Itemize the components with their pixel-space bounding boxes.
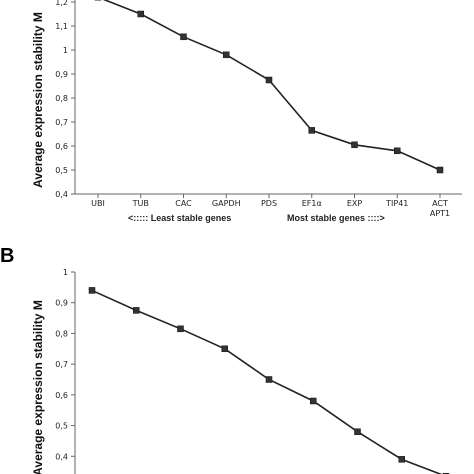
panel-b-point-6 <box>354 428 361 435</box>
panel-a-y-tick-label-4: 0,8 <box>55 94 68 103</box>
panel-a-point-1 <box>137 10 144 18</box>
panel-b-y-tick-label-1: 0,5 <box>55 422 68 431</box>
panel-a-x-tick-label-2: CAC <box>175 199 192 208</box>
panel-b-y-tick-label-2: 0,6 <box>55 391 68 400</box>
panel-a-y-tick-label-7: 1,1 <box>55 22 68 31</box>
panel-a-x-tick-label-4: PDS <box>261 199 277 208</box>
panel-a-point-6 <box>351 141 358 149</box>
panel-b-point-1 <box>133 307 140 314</box>
panel-b-point-5 <box>310 397 317 405</box>
panel-b-y-tick-label-0: 0,4 <box>55 452 68 461</box>
panel-a-y-tick-label-0: 0,4 <box>55 190 68 199</box>
panel-a-point-3 <box>223 51 230 59</box>
panel-a-y-tick-label-3: 0,7 <box>55 118 68 127</box>
panel-b: B Average expression stability M 0,40,50… <box>0 245 450 474</box>
panel-a-x-tick-label-0: UBI <box>91 199 105 208</box>
panel-b-point-3 <box>221 345 228 353</box>
panel-a-point-7 <box>394 147 401 155</box>
panel-a-y-tick-label-1: 0,5 <box>55 166 68 175</box>
panel-a-point-8 <box>436 166 444 174</box>
panel-a-series-line <box>102 0 441 171</box>
panel-a-x-tick-label-5: EF1α <box>302 199 322 208</box>
panel-a-point-2 <box>180 33 187 41</box>
panel-b-y-tick-label-5: 0,9 <box>55 299 68 308</box>
panel-a-point-4 <box>265 76 273 84</box>
panel-a-x-tick-label-6: EXP <box>347 199 363 208</box>
panel-a-point-5 <box>308 127 315 134</box>
panel-b-point-2 <box>177 325 184 333</box>
panel-a-y-tick-label-8: 1,2 <box>55 0 68 7</box>
panel-a-x-tick-sublabel-8: APT1 <box>430 209 450 218</box>
panel-b-points <box>88 287 450 474</box>
panel-b-point-0 <box>88 287 96 294</box>
annotation-least-stable: <::::: Least stable genes <box>128 213 231 223</box>
panel-a-y-tick-label-6: 1 <box>63 46 68 55</box>
panel-a-y-tick-label-5: 0,9 <box>55 70 68 79</box>
annotation-most-stable: Most stable genes ::::> <box>287 213 385 223</box>
panel-b-y-tick-label-6: 1 <box>63 268 68 277</box>
panel-a-y-tick-label-2: 0,6 <box>55 142 68 151</box>
panel-b-point-4 <box>265 376 273 383</box>
panel-a-x-tick-label-3: GAPDH <box>212 199 241 208</box>
panel-a-y-axis-label: Average expression stability M <box>31 12 45 188</box>
panel-a: Average expression stability M 0,4 0,5 0,6… <box>31 0 462 223</box>
panel-b-y-tick-label-3: 0,7 <box>55 360 68 369</box>
panel-a-points <box>94 0 444 174</box>
panel-a-y-ticks: 0,4 0,5 0,6 0,7 0,8 0,9 1 1,1 1,2 <box>55 0 75 199</box>
panel-b-y-tick-label-4: 0,8 <box>55 329 68 338</box>
panel-a-x-tick-label-1: TUB <box>132 199 149 208</box>
panel-b-point-7 <box>398 456 405 463</box>
panel-a-x-tick-label-8: ACT <box>432 199 448 208</box>
panel-b-y-ticks: 0,4 0,5 0,6 0,7 0,8 0,9 1 <box>55 268 75 461</box>
panel-b-y-axis-label: Average expression stability M <box>31 300 45 474</box>
panel-a-x-tick-label-7: TIP41 <box>385 199 408 208</box>
panel-b-letter: B <box>0 245 14 267</box>
